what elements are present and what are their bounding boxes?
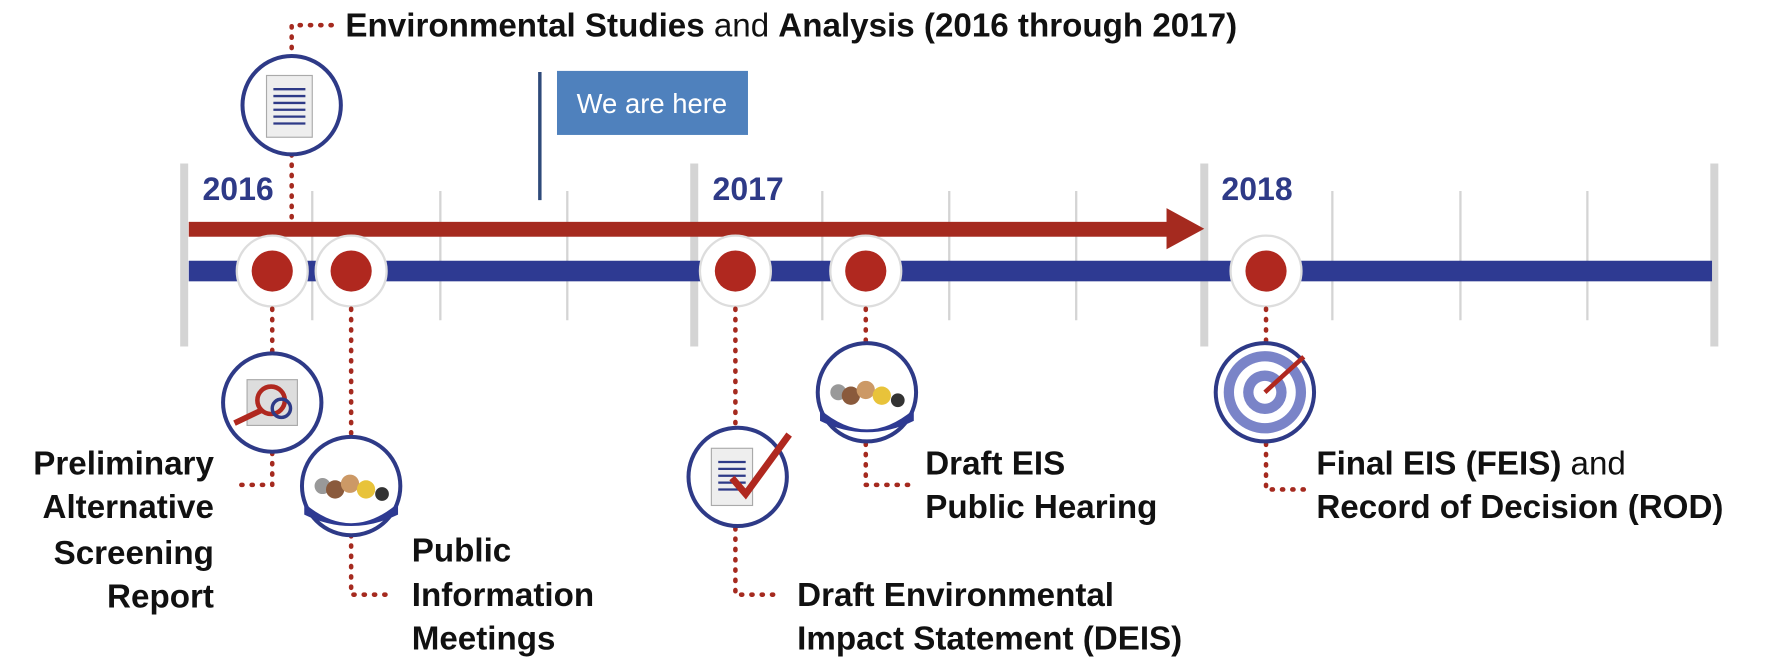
marker-label: We are here — [577, 88, 727, 119]
timeline-bar — [189, 261, 1712, 282]
page: {"header":{"title_parts":["Environmental… — [0, 0, 1791, 661]
timeline-diagram: 2016 2017 2018 We are here Environmental… — [0, 0, 1791, 661]
year-label: 2016 — [202, 171, 273, 207]
people-icon — [818, 343, 916, 441]
target-icon — [1216, 343, 1314, 441]
people-icon — [302, 437, 400, 535]
axis-ticks — [184, 164, 1714, 347]
document-icon — [243, 56, 341, 154]
map-icon — [223, 353, 321, 451]
year-label: 2017 — [713, 171, 784, 207]
year-label: 2018 — [1221, 171, 1292, 207]
checklist-icon — [689, 428, 790, 526]
